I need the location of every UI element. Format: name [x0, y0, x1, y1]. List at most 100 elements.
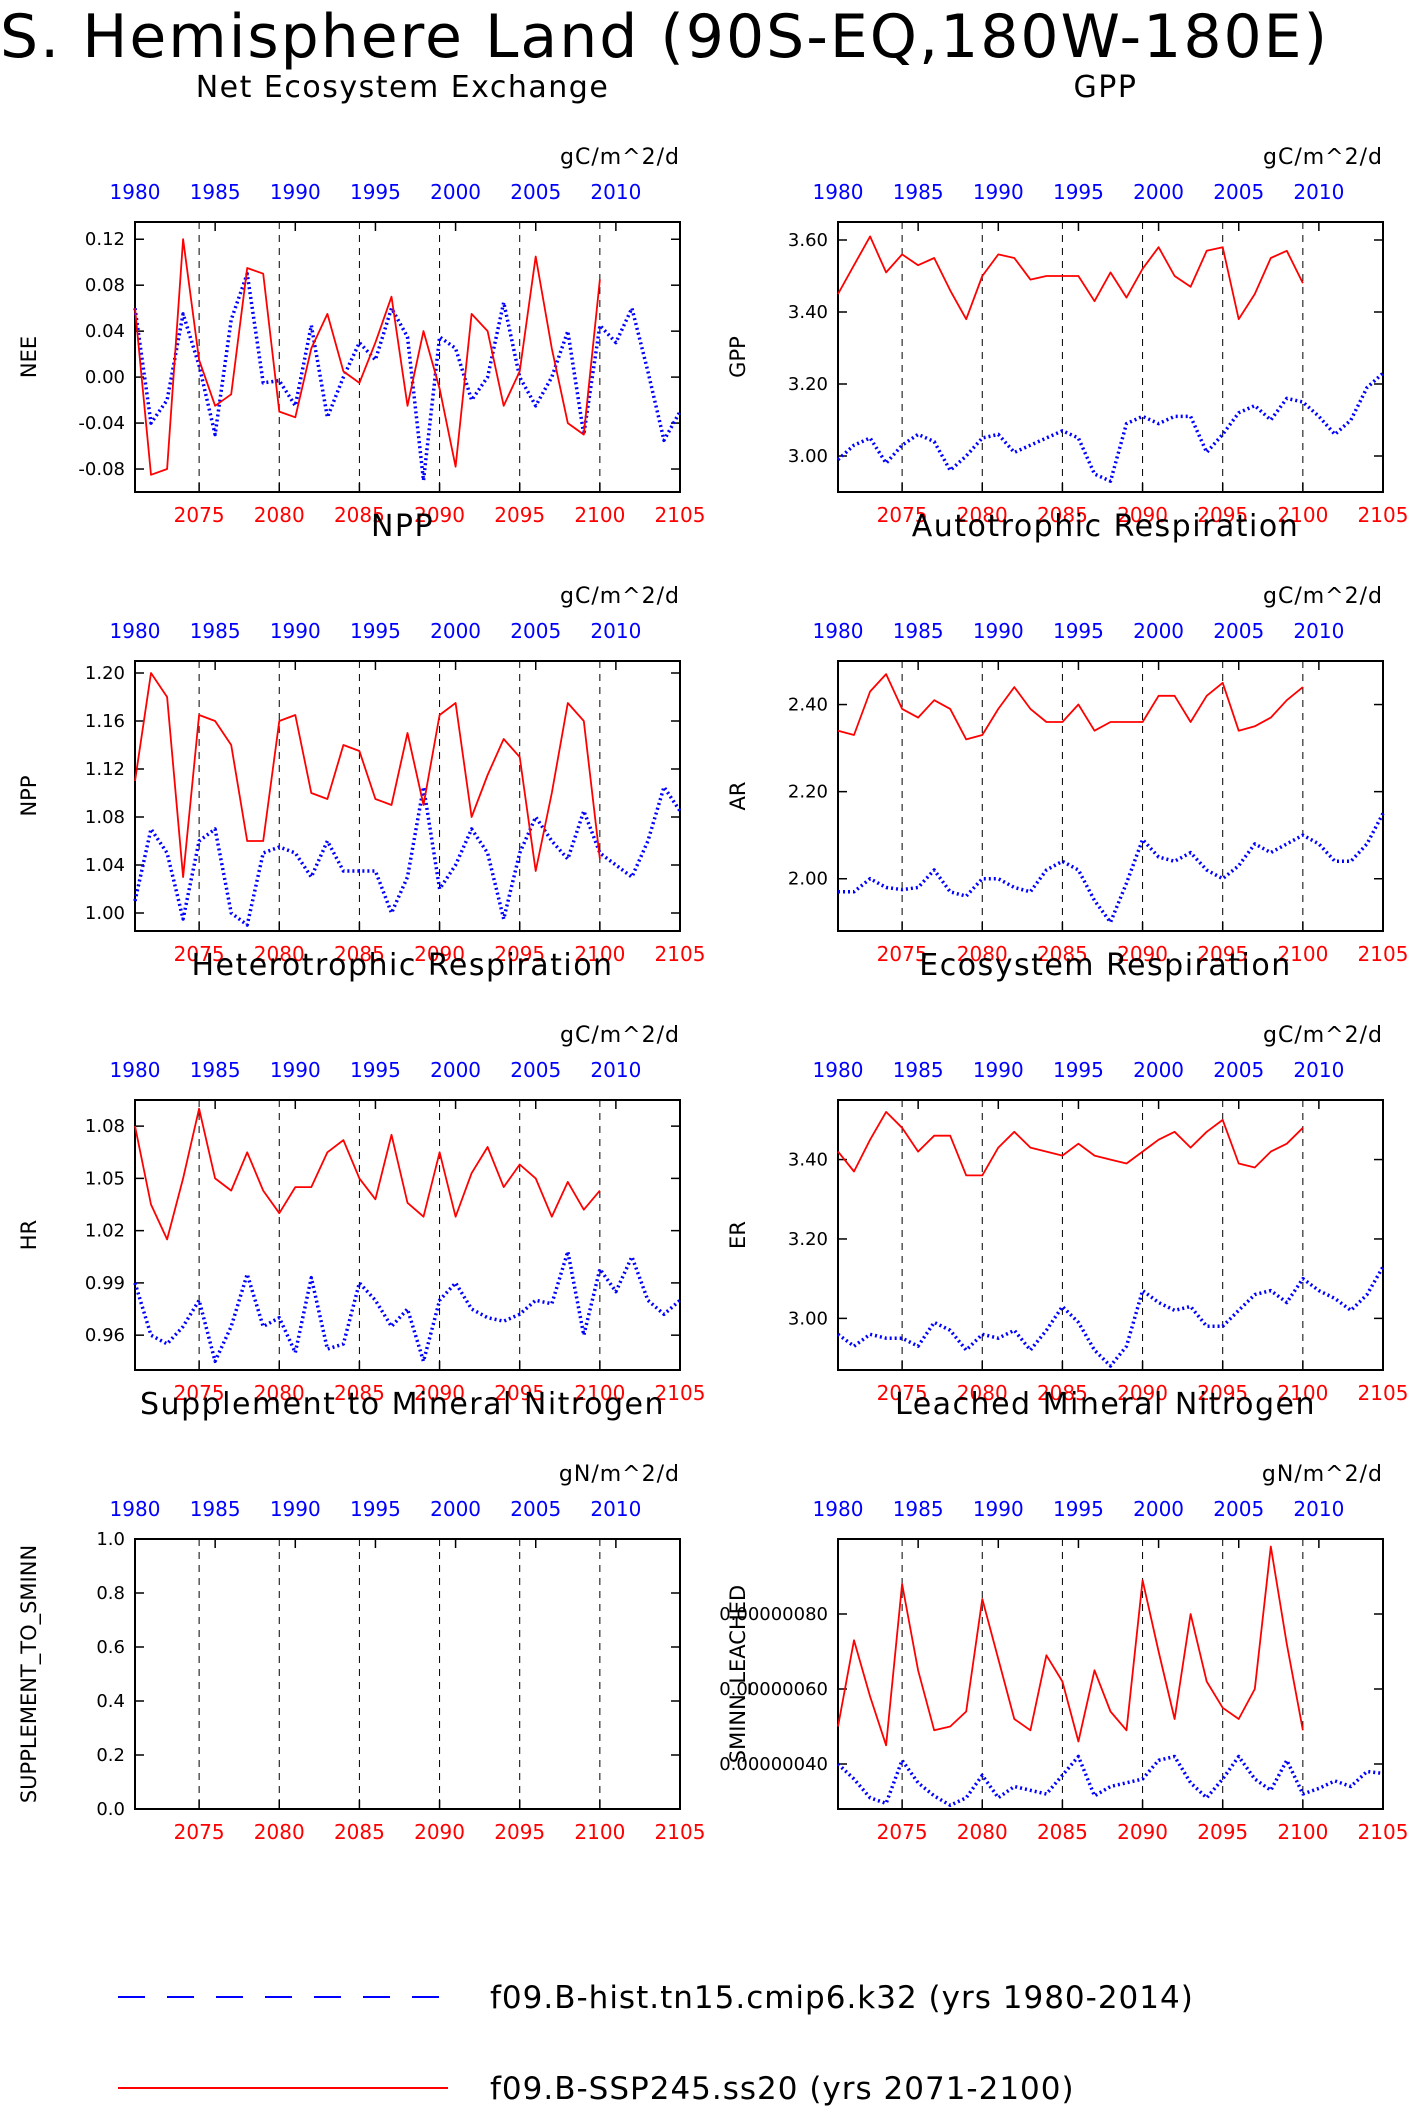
- panel-heterotrophic-respiration-xtick-bottom-label: 2075: [174, 1381, 225, 1405]
- panel-net-ecosystem-exchange-xtick-top-label: 2010: [590, 180, 641, 204]
- panel-heterotrophic-respiration-ytick-label: 1.02: [85, 1221, 125, 1242]
- panel-autotrophic-respiration-xtick-bottom-label: 2080: [957, 942, 1008, 966]
- panel-gpp-units: gC/m^2/d: [1263, 145, 1383, 170]
- panel-gpp-series-ssp: [837, 235, 1304, 321]
- panel-heterotrophic-respiration-xtick-bottom-label: 2095: [494, 1381, 545, 1405]
- panel-gpp-xtick-bottom-label: 2080: [957, 503, 1008, 527]
- panel-gpp-xtick-top-label: 1995: [1053, 180, 1104, 204]
- panel-leached-mineral-nitrogen-ytick-label: 0.00000060: [719, 1679, 828, 1700]
- panel-heterotrophic-respiration-xtick-bottom-label: 2090: [414, 1381, 465, 1405]
- panel-heterotrophic-respiration-ytick-label: 1.08: [85, 1116, 125, 1137]
- panel-ecosystem-respiration-title: Ecosystem Respiration: [919, 948, 1291, 983]
- panel-autotrophic-respiration-title: Autotrophic Respiration: [912, 509, 1300, 544]
- panel-autotrophic-respiration-xtick-top-label: 1985: [893, 619, 944, 643]
- panel-leached-mineral-nitrogen-ylabel: SMINN_LEACHED: [726, 1585, 751, 1763]
- panel-gpp-xtick-top-label: 2000: [1133, 180, 1184, 204]
- panel-net-ecosystem-exchange-frame: [134, 221, 681, 493]
- panel-leached-mineral-nitrogen-xtick-top-label: 1985: [893, 1497, 944, 1521]
- panel-autotrophic-respiration-xtick-top-label: 1980: [813, 619, 864, 643]
- panel-leached-mineral-nitrogen-xtick-bottom-label: 2100: [1277, 1820, 1328, 1844]
- panel-npp-xtick-top-label: 2010: [590, 619, 641, 643]
- panel-ecosystem-respiration-xtick-top-label: 2005: [1213, 1058, 1264, 1082]
- panel-supplement-to-mineral-nitrogen-ytick-label: 0.2: [96, 1745, 125, 1766]
- panel-heterotrophic-respiration-xtick-top-label: 1985: [190, 1058, 241, 1082]
- panel-autotrophic-respiration-xtick-bottom-label: 2100: [1277, 942, 1328, 966]
- panel-gpp-xtick-top-label: 1980: [813, 180, 864, 204]
- panel-heterotrophic-respiration-xtick-top-label: 1995: [350, 1058, 401, 1082]
- panel-npp-title: NPP: [371, 509, 434, 544]
- panel-net-ecosystem-exchange-xtick-top-label: 1980: [110, 180, 161, 204]
- panel-leached-mineral-nitrogen-xtick-bottom-label: 2080: [957, 1820, 1008, 1844]
- panel-heterotrophic-respiration-xtick-bottom-label: 2105: [655, 1381, 706, 1405]
- panel-leached-mineral-nitrogen-frame: [837, 1538, 1384, 1810]
- panel-net-ecosystem-exchange-xtick-bottom-label: 2100: [574, 503, 625, 527]
- panel-heterotrophic-respiration-units: gC/m^2/d: [560, 1023, 680, 1048]
- panel-npp-xtick-bottom-label: 2100: [574, 942, 625, 966]
- panel-ecosystem-respiration-ytick-label: 3.00: [788, 1308, 828, 1329]
- panel-npp-series-ssp: [134, 672, 601, 878]
- panel-gpp-ytick-label: 3.60: [788, 230, 828, 251]
- panel-leached-mineral-nitrogen-series-hist: [836, 1754, 1384, 1808]
- panel-autotrophic-respiration-series-hist: [838, 812, 1385, 925]
- panel-heterotrophic-respiration-xtick-top-label: 1990: [270, 1058, 321, 1082]
- panel-leached-mineral-nitrogen-xtick-top-label: 1990: [973, 1497, 1024, 1521]
- panel-ecosystem-respiration-ytick-label: 3.20: [788, 1229, 828, 1250]
- panel-supplement-to-mineral-nitrogen-xtick-top-label: 2005: [510, 1497, 561, 1521]
- panel-supplement-to-mineral-nitrogen-xtick-top-label: 2010: [590, 1497, 641, 1521]
- panel-leached-mineral-nitrogen-xtick-top-label: 1995: [1053, 1497, 1104, 1521]
- panel-gpp-xtick-top-label: 1990: [973, 180, 1024, 204]
- panel-net-ecosystem-exchange-xtick-top-label: 2005: [510, 180, 561, 204]
- panel-supplement-to-mineral-nitrogen-xtick-top-label: 1985: [190, 1497, 241, 1521]
- panel-npp-frame: [134, 660, 681, 932]
- panel-ecosystem-respiration-series-hist: [836, 1265, 1385, 1368]
- panel-autotrophic-respiration-xtick-bottom-label: 2095: [1197, 942, 1248, 966]
- panel-supplement-to-mineral-nitrogen-ytick-label: 1.0: [96, 1529, 125, 1550]
- panel-npp-units: gC/m^2/d: [560, 584, 680, 609]
- panel-autotrophic-respiration-ytick-label: 2.40: [788, 695, 828, 716]
- panel-heterotrophic-respiration-series-hist: [133, 1249, 682, 1364]
- panel-heterotrophic-respiration-xtick-bottom-label: 2080: [254, 1381, 305, 1405]
- panel-net-ecosystem-exchange-units: gC/m^2/d: [560, 145, 680, 170]
- panel-autotrophic-respiration-units: gC/m^2/d: [1263, 584, 1383, 609]
- panel-gpp-xtick-bottom-label: 2095: [1197, 503, 1248, 527]
- panel-autotrophic-respiration-xtick-top-label: 2000: [1133, 619, 1184, 643]
- panel-net-ecosystem-exchange-ytick-label: 0.04: [85, 321, 125, 342]
- panel-net-ecosystem-exchange-xtick-bottom-label: 2075: [174, 503, 225, 527]
- panel-supplement-to-mineral-nitrogen-frame: [134, 1538, 681, 1810]
- panel-npp-xtick-bottom-label: 2085: [334, 942, 385, 966]
- panel-ecosystem-respiration-xtick-bottom-label: 2075: [877, 1381, 928, 1405]
- panel-net-ecosystem-exchange-ytick-label: -0.08: [78, 459, 125, 480]
- panel-leached-mineral-nitrogen-xtick-bottom-label: 2095: [1197, 1820, 1248, 1844]
- panel-gpp-series-hist: [836, 371, 1385, 483]
- panel-net-ecosystem-exchange-xtick-bottom-label: 2095: [494, 503, 545, 527]
- panel-leached-mineral-nitrogen-xtick-bottom-label: 2090: [1117, 1820, 1168, 1844]
- panel-npp-ytick-label: 1.12: [85, 759, 125, 780]
- legend-label-hist: f09.B-hist.tn15.cmip6.k32 (yrs 1980-2014…: [490, 1980, 1194, 2016]
- panel-net-ecosystem-exchange-ytick-label: 0.12: [85, 229, 125, 250]
- panel-supplement-to-mineral-nitrogen-xtick-bottom-label: 2085: [334, 1820, 385, 1844]
- panel-ecosystem-respiration-xtick-bottom-label: 2100: [1277, 1381, 1328, 1405]
- panel-gpp-xtick-bottom-label: 2105: [1358, 503, 1409, 527]
- panel-autotrophic-respiration-xtick-top-label: 2010: [1293, 619, 1344, 643]
- panel-gpp-ylabel: GPP: [726, 336, 750, 378]
- panel-net-ecosystem-exchange-series-ssp: [134, 238, 601, 476]
- panel-supplement-to-mineral-nitrogen-ytick-label: 0.6: [96, 1637, 125, 1658]
- panel-supplement-to-mineral-nitrogen-ytick-label: 0.8: [96, 1583, 125, 1604]
- panel-npp-xtick-top-label: 2000: [430, 619, 481, 643]
- panel-net-ecosystem-exchange-xtick-bottom-label: 2105: [655, 503, 706, 527]
- panel-npp-xtick-bottom-label: 2080: [254, 942, 305, 966]
- panel-heterotrophic-respiration-xtick-top-label: 1980: [110, 1058, 161, 1082]
- panel-npp-ytick-label: 1.00: [85, 903, 125, 924]
- panel-heterotrophic-respiration-series-ssp: [134, 1107, 601, 1241]
- legend-label-ssp: f09.B-SSP245.ss20 (yrs 2071-2100): [490, 2071, 1075, 2107]
- panel-ecosystem-respiration-xtick-top-label: 1985: [893, 1058, 944, 1082]
- panel-ecosystem-respiration-frame: [837, 1099, 1384, 1371]
- panel-npp-xtick-bottom-label: 2105: [655, 942, 706, 966]
- panel-net-ecosystem-exchange-ytick-label: -0.04: [78, 413, 125, 434]
- panel-heterotrophic-respiration-title: Heterotrophic Respiration: [191, 948, 613, 983]
- panel-supplement-to-mineral-nitrogen-title: Supplement to Mineral Nitrogen: [140, 1387, 665, 1422]
- panel-heterotrophic-respiration-ylabel: HR: [17, 1220, 41, 1250]
- panel-ecosystem-respiration-xtick-bottom-label: 2090: [1117, 1381, 1168, 1405]
- panel-ecosystem-respiration-ytick-label: 3.40: [788, 1150, 828, 1171]
- panel-npp-xtick-bottom-label: 2095: [494, 942, 545, 966]
